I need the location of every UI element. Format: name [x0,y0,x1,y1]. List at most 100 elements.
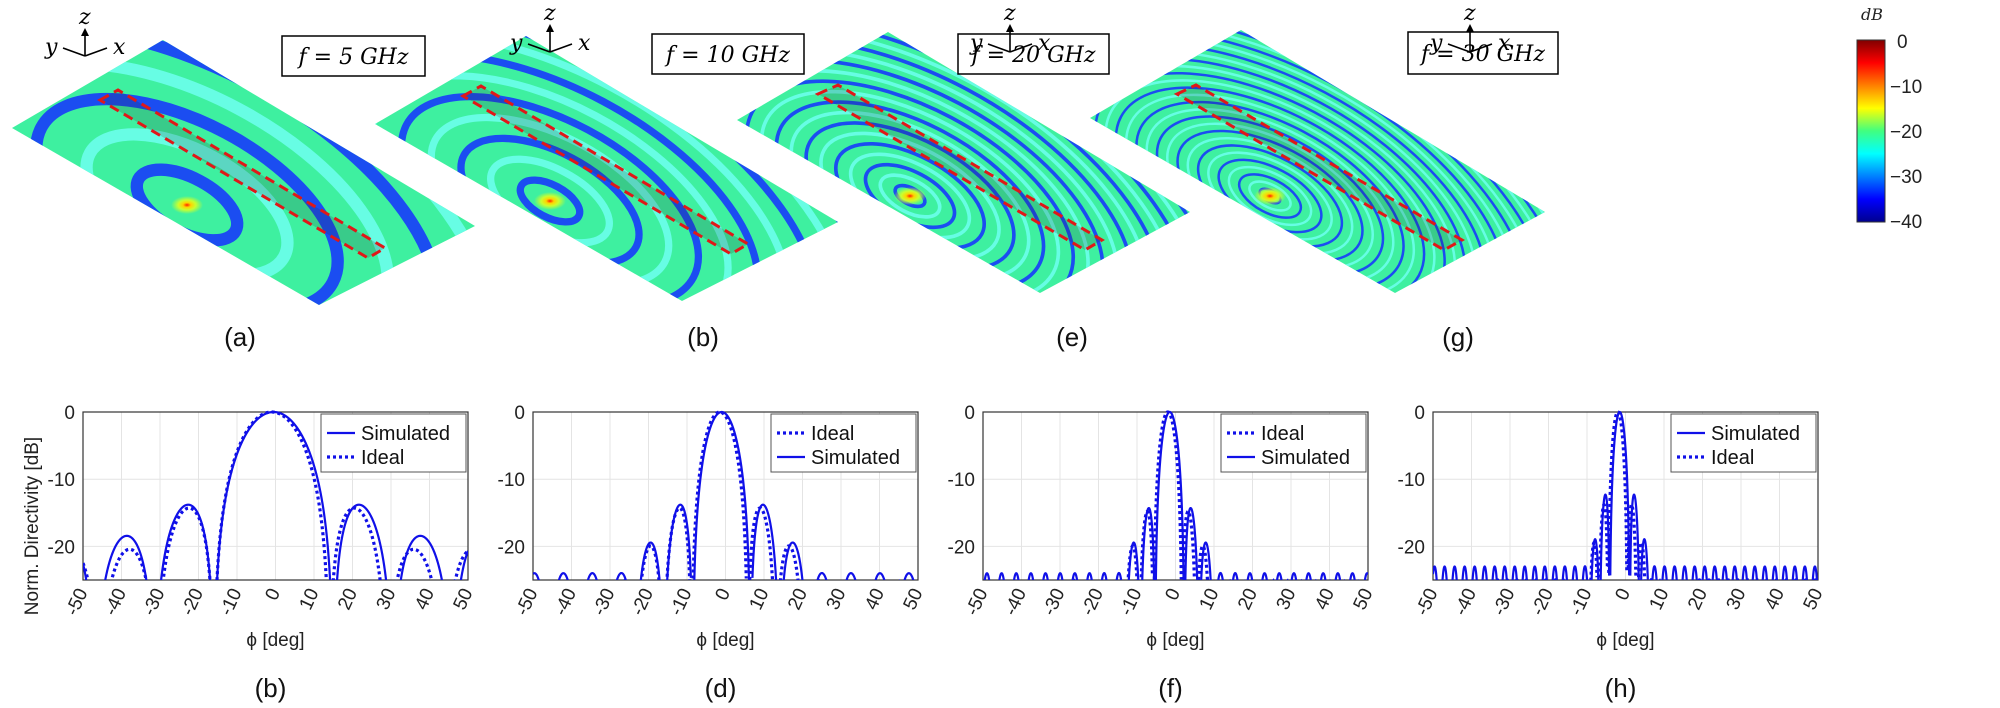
frequency-label: f = 20 GHz [970,43,1096,68]
metasurface-outline [814,83,1105,252]
x-tick-label: -50 [1412,585,1443,619]
colorbar: dB 0 −10 −20 −30 −40 [1856,5,1922,233]
frequency-box [1407,31,1559,75]
axis-y-label: y [1429,31,1443,56]
x-tick-label: -40 [550,585,581,619]
frequency-box [957,33,1110,75]
y-tick-label: 0 [1414,403,1425,424]
series-ideal-line [83,410,468,580]
y-tick-label: -20 [498,537,525,558]
x-tick-label: 50 [450,585,478,613]
x-tick-label: -20 [1077,585,1108,619]
axis-z-label: z [1003,1,1016,26]
axis-x-label: x [1038,31,1051,56]
x-axis-label: ϕ [deg] [246,630,304,651]
x-tick-label: -10 [1566,585,1597,619]
x-tick-label: 50 [1800,585,1828,613]
x-tick-label: -10 [216,585,247,619]
x-tick-label: 30 [1273,585,1301,613]
x-tick-label: -40 [100,585,131,619]
colorbar-tick-0: 0 [1897,32,1908,53]
legend-entry: Simulated [1711,423,1800,445]
x-axis-label: ϕ [deg] [696,630,754,651]
x-tick-label: -40 [1450,585,1481,619]
frequency-label: f = 10 GHz [664,43,790,68]
directivity-chart-1: -50 -40 -30 -20 -10 0 10 20 30 40 500-10-20IdealSi… [498,403,928,703]
series-ideal-line [1437,410,1817,580]
panel-label: (a) [224,322,256,352]
x-tick-label: -30 [1039,585,1070,619]
x-tick-label: 40 [861,585,889,613]
y-tick-label: -20 [948,537,975,558]
x-tick-label: 40 [1311,585,1339,613]
axis-triad: zy x [969,1,1051,56]
legend-entry: Simulated [811,447,900,469]
x-tick-label: 30 [823,585,851,613]
x-tick-label: 0 [262,585,286,603]
chart-label: (h) [1605,673,1637,703]
legend-entry: Ideal [811,423,854,445]
x-tick-label: -10 [1116,585,1147,619]
chart-label: (f) [1158,673,1183,703]
axis-z-label: z [78,5,91,30]
chart-label: (b) [255,673,287,703]
metasurface-outline [96,88,388,260]
frequency-box [281,35,426,77]
y-tick-label: 0 [514,403,525,424]
series-ideal-line [534,410,905,580]
frequency-label: f = 30 GHz [1419,42,1545,67]
axis-x-label: x [1498,31,1511,56]
directivity-chart-3: -50 -40 -30 -20 -10 0 10 20 30 40 500-10-20Simulat… [1398,403,1828,703]
legend-entry: Simulated [1261,447,1350,469]
colorbar-tick-2: −20 [1890,122,1922,143]
chart-label: (d) [705,673,737,703]
legend-entry: Ideal [361,447,404,469]
y-axis-label: Norm. Directivity [dB] [22,437,43,615]
x-tick-label: 20 [1684,585,1712,613]
frequency-label: f = 5 GHz [297,45,409,70]
x-tick-label: 40 [411,585,439,613]
y-tick-label: -10 [498,470,525,491]
x-tick-label: -20 [177,585,208,619]
x-tick-label: 10 [1196,585,1224,613]
x-tick-label: -10 [666,585,697,619]
axis-x-label: x [113,35,126,60]
x-tick-label: -50 [62,585,93,619]
panel-label: (b) [687,322,719,352]
series-simulated-line [533,410,915,580]
x-tick-label: 30 [373,585,401,613]
axis-y-label: y [44,35,58,60]
y-tick-label: -10 [948,470,975,491]
y-tick-label: 0 [64,403,75,424]
axis-x-label: x [578,31,591,56]
colorbar-gradient [1856,39,1886,223]
source-hotspot [171,196,203,214]
legend-entry: Ideal [1711,447,1754,469]
x-tick-label: -30 [139,585,170,619]
panel-label: (e) [1056,322,1088,352]
series-simulated-line [1433,410,1818,580]
x-tick-label: 20 [784,585,812,613]
x-tick-label: -30 [589,585,620,619]
axis-z-label: z [543,1,556,26]
x-tick-label: 50 [900,585,928,613]
x-tick-label: 10 [746,585,774,613]
directivity-chart-2: -50 -40 -30 -20 -10 0 10 20 30 40 500-10-20IdealSi… [948,403,1378,703]
colorbar-unit: dB [1861,5,1883,24]
y-tick-label: -20 [1398,537,1425,558]
x-tick-label: 0 [712,585,736,603]
plot-frame [1432,411,1819,581]
colorbar-tick-4: −40 [1890,212,1922,233]
x-tick-label: 20 [334,585,362,613]
x-tick-label: 0 [1612,585,1636,603]
source-hotspot [894,187,926,205]
x-tick-label: 50 [1350,585,1378,613]
y-tick-label: -10 [1398,470,1425,491]
axis-triad: zy x [509,1,591,56]
metasurface-outline [1173,83,1466,252]
x-tick-label: -50 [962,585,993,619]
